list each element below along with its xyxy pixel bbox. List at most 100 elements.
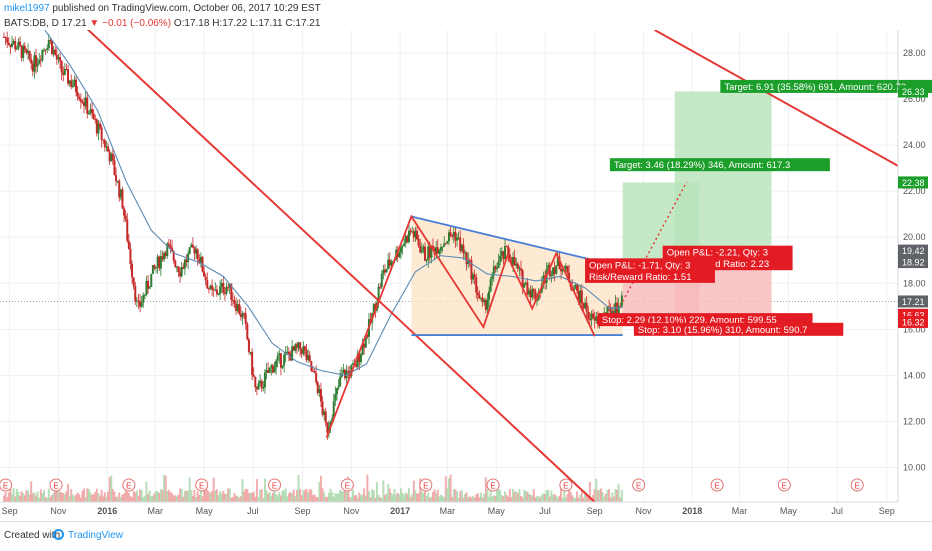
volume-bar: [129, 495, 132, 502]
candle-body: [417, 239, 420, 246]
candle-body: [251, 351, 254, 375]
volume-bars: [3, 474, 623, 502]
volume-bar: [107, 491, 110, 502]
candle-body: [225, 287, 228, 294]
candle-body: [303, 346, 306, 351]
volume-bar: [97, 493, 100, 502]
volume-bar: [467, 497, 470, 502]
candle-body: [15, 48, 18, 50]
tradingview-logo-icon[interactable]: [53, 529, 64, 540]
volume-bar: [315, 496, 318, 502]
candle-body: [268, 367, 271, 373]
volume-bar: [611, 492, 614, 502]
candle-body: [318, 389, 321, 394]
zigzag-path: [325, 214, 596, 438]
candle-body: [246, 323, 249, 340]
candle-body: [52, 49, 55, 54]
candle-body: [504, 246, 507, 259]
candle-body: [342, 369, 345, 374]
volume-bar: [348, 496, 351, 502]
candle-body: [414, 230, 417, 238]
candle-body: [164, 252, 167, 257]
candle-body: [4, 37, 7, 39]
candle-body: [473, 274, 476, 278]
volume-bar: [510, 497, 513, 502]
candle-body: [620, 295, 623, 307]
volume-bar: [145, 481, 148, 502]
y-tick-label: 20.00: [903, 232, 926, 242]
username-link[interactable]: mikel1997: [4, 3, 50, 14]
volume-bar: [108, 477, 111, 502]
volume-bar: [448, 478, 450, 502]
candle-body: [182, 267, 185, 269]
price-chart[interactable]: E E E E E E E E E E E E E Target: 6.91 (35.58%) 691,…: [0, 30, 932, 521]
candle-body: [257, 383, 260, 390]
candlesticks: [3, 31, 623, 440]
candle-body: [472, 274, 475, 280]
volume-bar: [179, 488, 182, 502]
candle-body: [299, 342, 302, 350]
candle-body: [502, 251, 505, 259]
volume-bar: [608, 489, 611, 502]
x-tick-label: 2018: [682, 506, 702, 516]
candle-body: [606, 306, 609, 318]
candle-body: [555, 265, 558, 274]
volume-bar: [118, 492, 121, 502]
annotation-box-5: [585, 258, 715, 272]
volume-bar: [574, 497, 577, 502]
volume-bar: [292, 489, 295, 502]
candle-body: [41, 49, 44, 61]
volume-bar: [41, 493, 44, 502]
candle-body: [539, 291, 542, 293]
volume-bar: [57, 490, 60, 502]
volume-bar: [592, 495, 595, 502]
candle-body: [273, 367, 276, 373]
ohlc-values: O:17.18 H:17.22 L:17.11 C:17.21: [173, 18, 321, 29]
candle-body: [399, 246, 402, 253]
annotation-box-6: [585, 269, 715, 283]
volume-bar: [411, 494, 414, 502]
volume-bar: [273, 489, 276, 502]
candle-body: [267, 370, 270, 373]
candle-body: [568, 272, 571, 282]
candle-body: [211, 285, 214, 290]
volume-bar: [580, 490, 583, 502]
candle-body: [319, 389, 322, 402]
volume-bar: [526, 491, 529, 502]
candle-body: [307, 355, 310, 360]
volume-bar: [14, 496, 17, 502]
candle-body: [11, 43, 14, 47]
candle-body: [409, 230, 412, 232]
volume-bar: [121, 494, 124, 502]
volume-bar: [182, 496, 185, 502]
candle-body: [25, 49, 28, 53]
candle-body: [20, 45, 23, 58]
candle-body: [156, 256, 159, 267]
volume-bar: [532, 489, 535, 502]
volume-bar: [164, 475, 167, 502]
earnings-letter: E: [272, 482, 277, 491]
candle-body: [3, 36, 6, 38]
y-tick-label: 22.00: [903, 186, 926, 196]
volume-bar: [528, 493, 531, 502]
price-tag-2: [898, 176, 928, 189]
annotation-text-4: Risk/Reward Ratio: 2.23: [667, 259, 769, 270]
price-tag-7: [898, 315, 928, 328]
volume-bar: [375, 482, 378, 502]
price-tag-3: [898, 244, 928, 257]
candle-body: [63, 68, 66, 76]
candle-body: [529, 290, 532, 298]
volume-bar: [396, 492, 399, 502]
candle-body: [387, 259, 390, 269]
volume-bar: [571, 495, 574, 502]
annotation-box-3: [662, 245, 793, 259]
x-tick-label: May: [488, 506, 506, 516]
volume-bar: [67, 483, 70, 502]
volume-bar: [553, 494, 556, 502]
candle-body: [137, 300, 140, 302]
candle-body: [401, 245, 404, 247]
tradingview-brand-link[interactable]: TradingView: [68, 530, 124, 541]
candle-body: [489, 279, 492, 292]
candle-body: [244, 313, 247, 324]
volume-bar: [39, 489, 42, 502]
